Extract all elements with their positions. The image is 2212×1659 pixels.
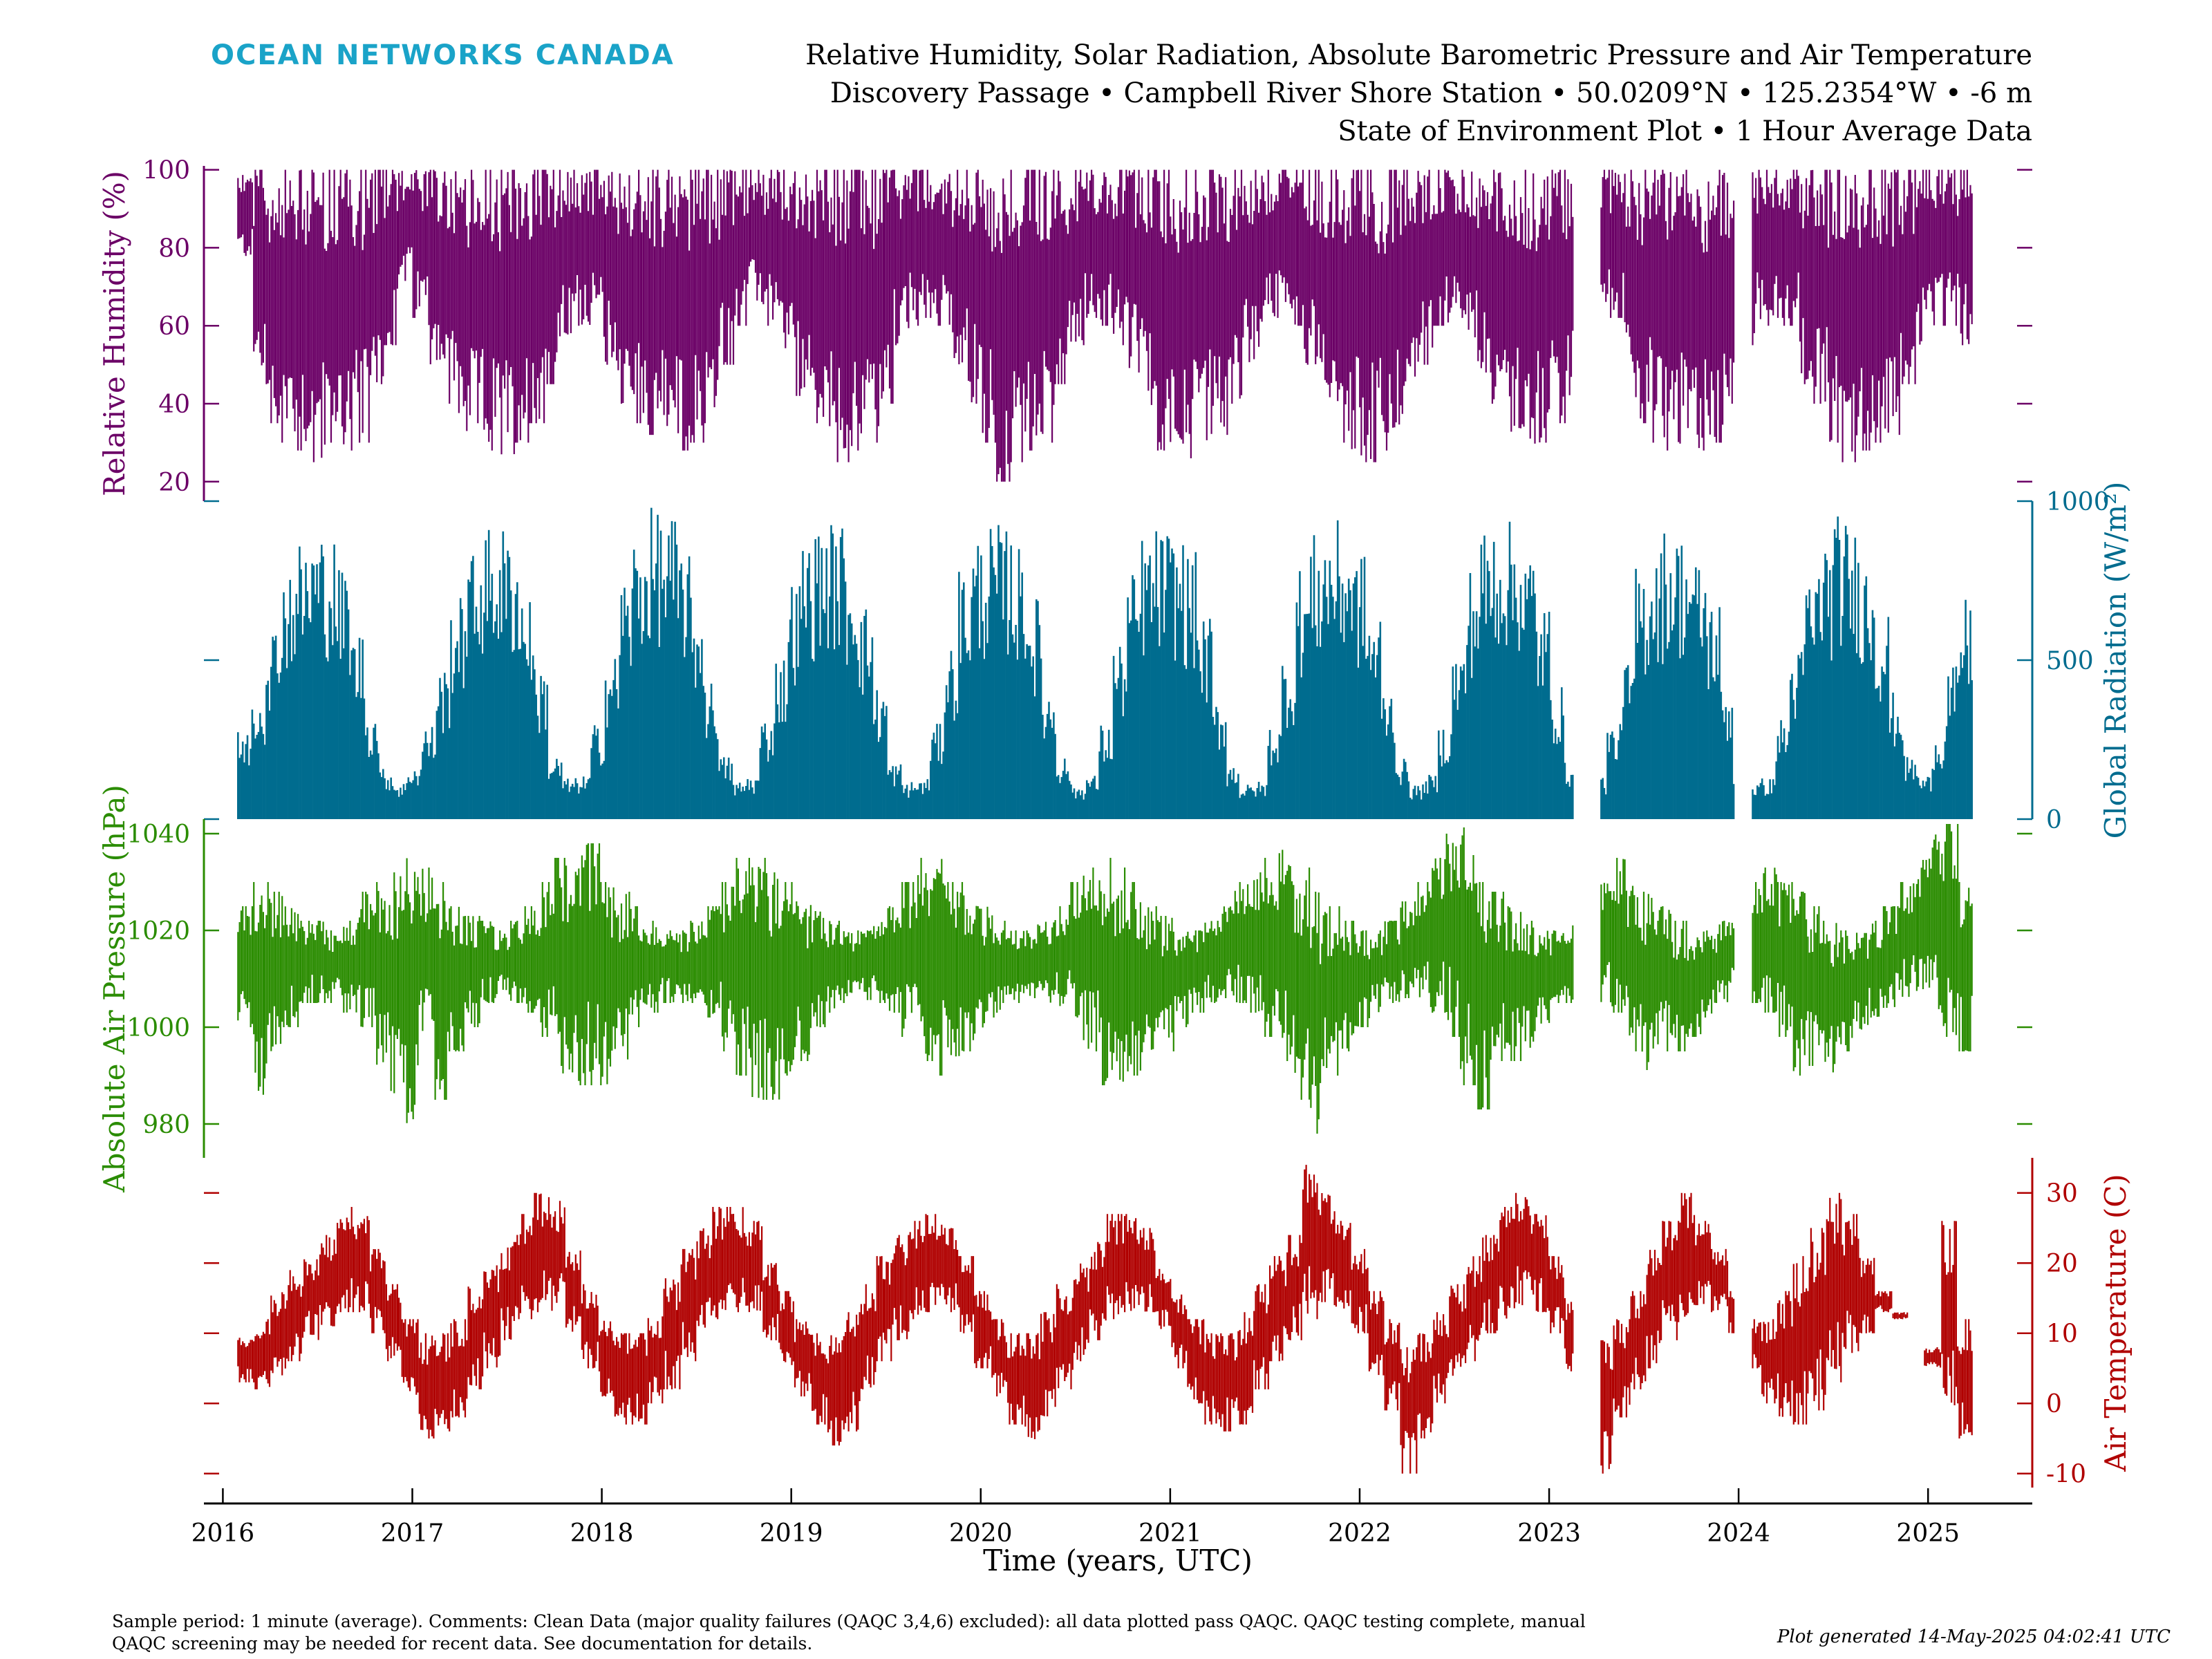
footer-note-line-2: QAQC screening may be needed for recent … [112,1633,812,1653]
y-tick-label: 80 [158,234,190,263]
y-tick-label: 1000 [2046,488,2110,516]
y-tick-label: 0 [2046,1390,2062,1418]
y-tick-label: 10 [2046,1320,2078,1349]
y-tick-label: 20 [2046,1250,2078,1278]
x-axis-label: Time (years, UTC) [983,1544,1253,1577]
panel-0-y-axis-label: Relative Humidity (%) [97,171,131,496]
y-tick-label: 100 [142,157,190,185]
x-tick-label: 2025 [1896,1519,1960,1548]
y-tick-label: 1020 [126,917,190,946]
x-tick-label: 2023 [1517,1519,1581,1548]
panel-3-y-axis-label: Air Temperature (C) [2099,1174,2133,1472]
y-tick-label: 0 [2046,806,2062,834]
chart-title-line-2: Discovery Passage • Campbell River Shore… [830,77,2032,109]
panel-3-series [237,1165,1973,1474]
panel-2-series [237,824,1973,1134]
y-tick-label: 1040 [126,821,190,849]
axes-layer [203,166,2034,1505]
y-tick-label: 40 [158,391,190,419]
y-tick-label: -10 [2046,1461,2086,1489]
plot-generated-timestamp: Plot generated 14-May-2025 04:02:41 UTC [1777,1627,2171,1647]
panel-0-series [237,169,1973,482]
x-tick-label: 2024 [1707,1519,1770,1548]
y-tick-label: 30 [2046,1180,2078,1208]
y-tick-label: 60 [158,312,190,341]
x-tick-label: 2021 [1138,1519,1202,1548]
x-tick-label: 2022 [1328,1519,1391,1548]
footer-note-line-1: Sample period: 1 minute (average). Comme… [112,1611,1586,1631]
y-tick-label: 20 [158,469,190,497]
y-tick-label: 1000 [126,1014,190,1042]
panel-1-series [236,507,1973,819]
data-layer [236,169,1973,1474]
y-tick-label: 980 [142,1111,190,1139]
x-tick-label: 2017 [381,1519,444,1548]
x-tick-label: 2016 [191,1519,255,1548]
panel-1-y-axis-label: Global Radiation (W/m²) [2099,482,2133,839]
brand-logo: OCEAN NETWORKS CANADA [211,39,675,71]
y-tick-label: 500 [2046,647,2094,675]
x-tick-label: 2019 [760,1519,823,1548]
chart-title-line-3: State of Environment Plot • 1 Hour Avera… [1338,115,2032,147]
x-tick-label: 2018 [570,1519,634,1548]
chart-title-line-1: Relative Humidity, Solar Radiation, Abso… [805,39,2032,71]
panel-2-y-axis-label: Absolute Air Pressure (hPa) [97,785,131,1193]
x-tick-label: 2020 [949,1519,1013,1548]
